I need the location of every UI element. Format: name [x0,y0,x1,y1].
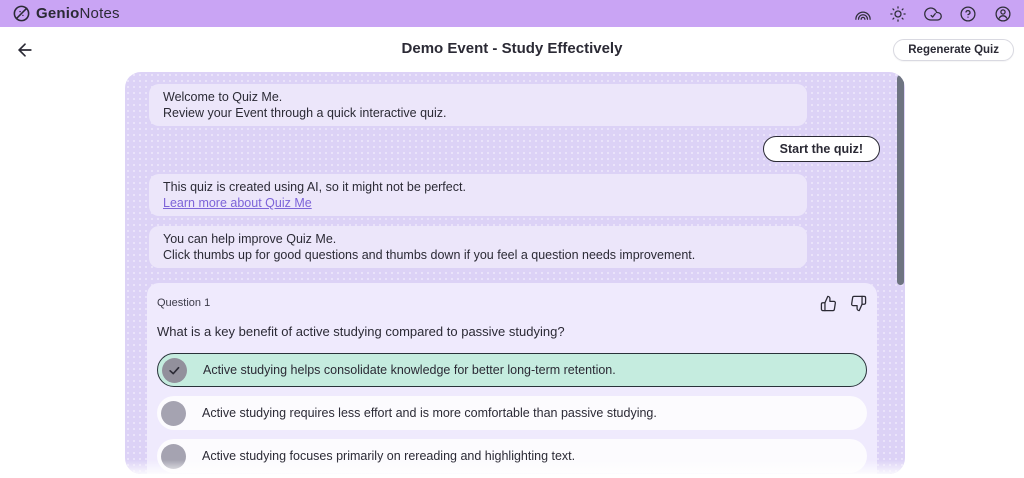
question-card-header: Question 1 [157,295,867,311]
improve-line-2: Click thumbs up for good questions and t… [163,248,696,262]
start-quiz-button[interactable]: Start the quiz! [762,136,880,162]
answer-option-text: Active studying requires less effort and… [202,406,657,420]
topbar-icons [854,5,1012,23]
page-title: Demo Event - Study Effectively [401,40,623,57]
quiz-chat-panel: Welcome to Quiz Me. Review your Event th… [125,72,905,474]
ai-notice-message: This quiz is created using AI, so it mig… [149,174,807,216]
rainbow-icon[interactable] [854,5,872,23]
radio-circle-icon [161,400,186,426]
welcome-message: Welcome to Quiz Me. Review your Event th… [149,84,807,126]
learn-more-link[interactable]: Learn more about Quiz Me [163,196,312,210]
help-icon[interactable] [959,5,977,23]
scrollbar-thumb[interactable] [897,75,904,285]
arrow-left-icon [18,43,32,57]
radio-circle-icon [161,443,186,469]
answer-option[interactable]: Active studying focuses primarily on rer… [157,439,867,473]
question-text: What is a key benefit of active studying… [157,324,565,339]
regenerate-quiz-button[interactable]: Regenerate Quiz [893,39,1014,61]
topbar: GenioNotes [0,0,1024,27]
brightness-icon[interactable] [889,5,907,23]
start-quiz-row: Start the quiz! [125,136,880,162]
improve-line-1: You can help improve Quiz Me. [163,232,337,246]
answer-option-text: Active studying helps consolidate knowle… [203,363,616,377]
page-header: Demo Event - Study Effectively Regenerat… [0,27,1024,72]
improve-message: You can help improve Quiz Me. Click thum… [149,226,807,268]
answer-option[interactable]: Active studying requires less effort and… [157,396,867,430]
welcome-line-2: Review your Event through a quick intera… [163,106,447,120]
ai-notice-link-wrap: Learn more about Quiz Me [163,195,793,211]
genio-logo-icon [12,4,31,23]
account-icon[interactable] [994,5,1012,23]
back-button[interactable] [14,39,36,61]
welcome-line-1: Welcome to Quiz Me. [163,90,283,104]
feedback-buttons [820,295,867,312]
cloud-sync-icon[interactable] [924,5,942,23]
thumbs-up-icon[interactable] [820,295,837,312]
question-card: Question 1 W [147,283,877,474]
ai-notice-line: This quiz is created using AI, so it mig… [163,180,466,194]
answer-option-selected[interactable]: Active studying helps consolidate knowle… [157,353,867,387]
check-circle-icon [162,357,187,383]
answer-option-text: Active studying focuses primarily on rer… [202,449,576,463]
brand-logo[interactable]: GenioNotes [12,4,120,23]
thumbs-down-icon[interactable] [850,295,867,312]
answer-options: Active studying helps consolidate knowle… [157,353,867,473]
question-label: Question 1 [157,297,211,309]
brand-name: GenioNotes [36,5,120,22]
